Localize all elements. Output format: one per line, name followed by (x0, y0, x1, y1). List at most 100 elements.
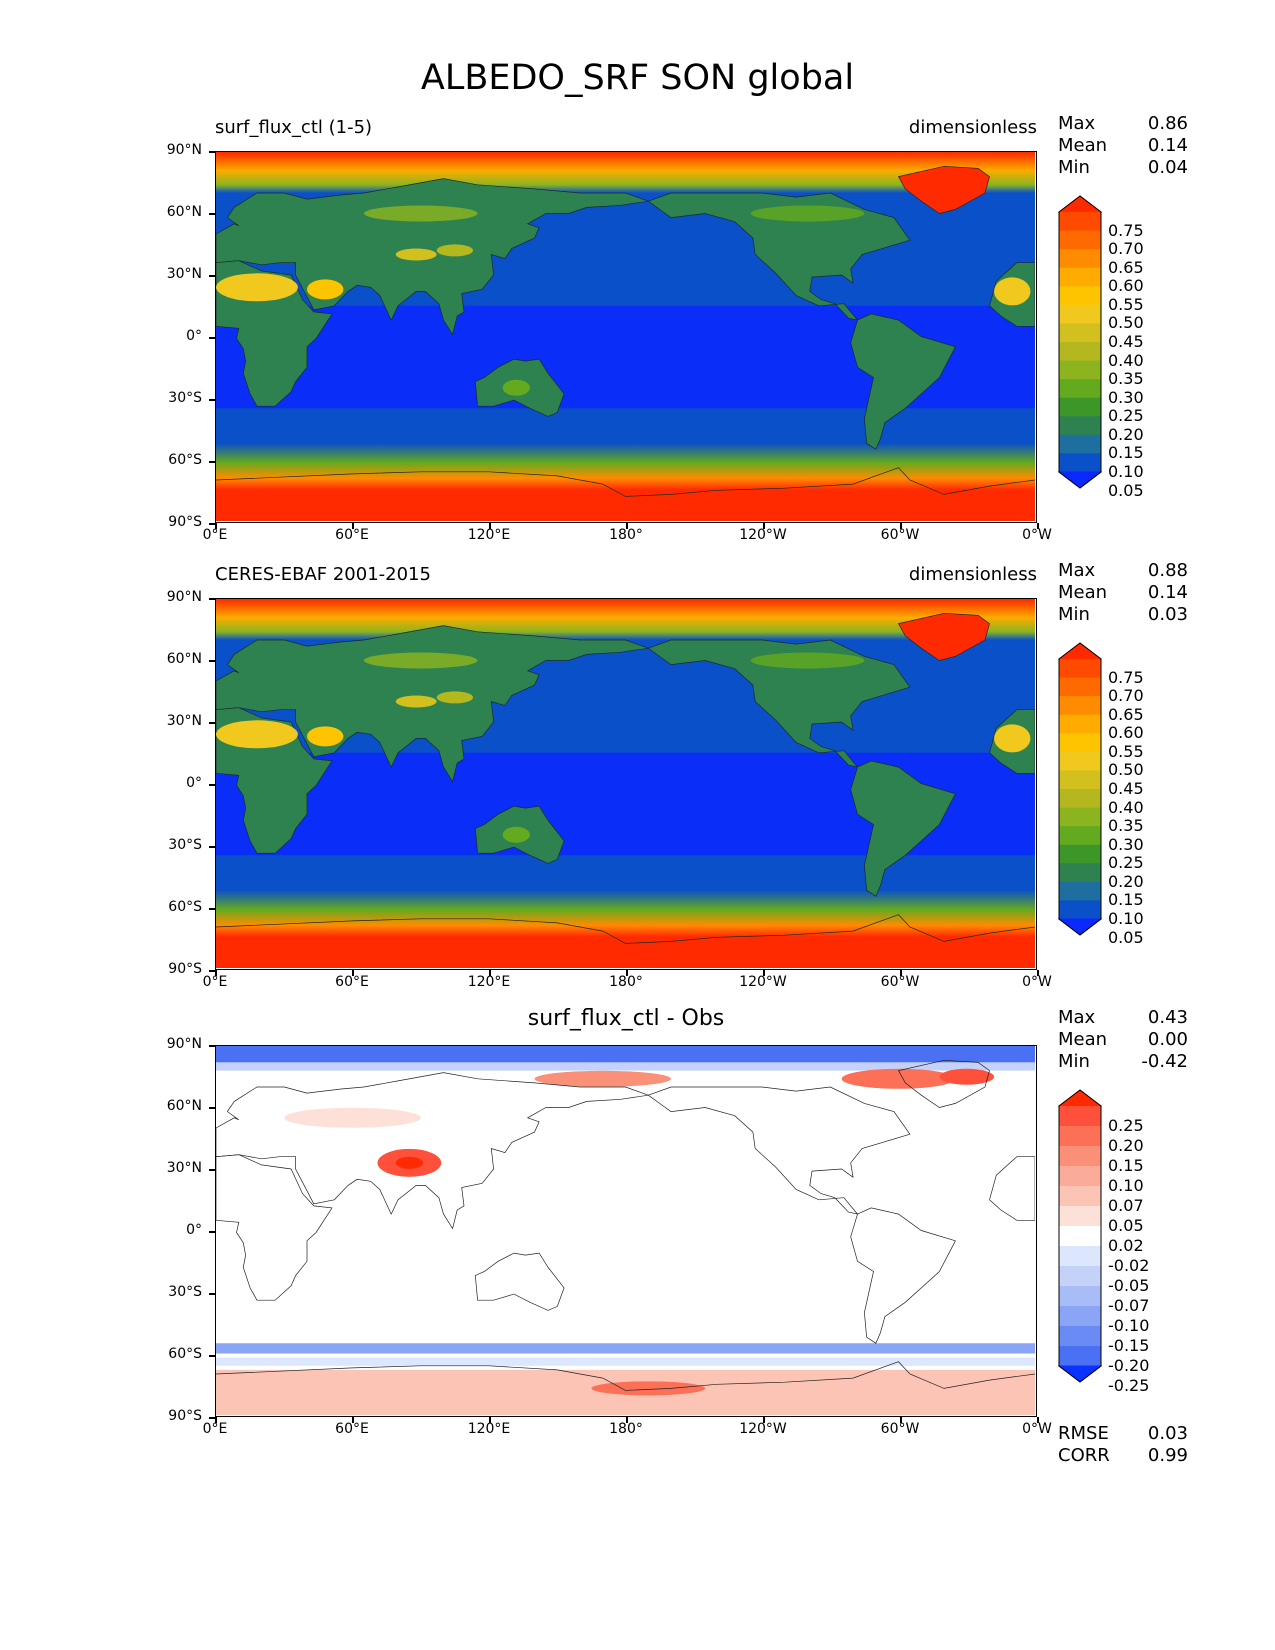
y-tick-mark (209, 337, 215, 339)
colorbar-label: 0.20 (1108, 1136, 1144, 1155)
stat-name: Mean (1058, 582, 1108, 603)
y-tick-mark (209, 213, 215, 215)
colorbar-segment (1059, 1226, 1101, 1247)
x-tick-mark (1037, 1417, 1039, 1423)
y-tick-label: 90°S (168, 1408, 202, 1424)
colorbar-segment (1059, 286, 1101, 306)
colorbar-segment (1059, 807, 1101, 827)
colorbar-label: 0.02 (1108, 1236, 1144, 1255)
y-tick-label: 0° (186, 775, 202, 791)
colorbar-segment (1059, 881, 1101, 901)
map-panel: surf_flux_ctl (1-5) dimensionless 90°N 60°N… (0, 0, 1275, 543)
stat-name: CORR (1058, 1445, 1110, 1466)
colorbar-segment (1058, 642, 1102, 660)
y-tick-mark (209, 399, 215, 401)
x-tick-label: 120°E (467, 1421, 511, 1437)
land-namerica (647, 639, 911, 768)
y-tick-label: 60°S (168, 452, 202, 468)
x-tick-label: 120°E (467, 527, 511, 543)
colorbar-segment (1059, 714, 1101, 734)
colorbar-label: 0.65 (1108, 704, 1144, 724)
colorbar-segment (1058, 471, 1102, 489)
colorbar-label: 0.07 (1108, 1196, 1144, 1215)
colorbar-label: 0.10 (1108, 1176, 1144, 1195)
colorbar-label: 0.20 (1108, 871, 1144, 891)
colorbar-segment (1059, 1286, 1101, 1307)
stats-block: Max 0.88 Mean 0.14 Min 0.03 (1058, 560, 1188, 626)
y-tick-label: 30°S (168, 837, 202, 853)
colorbar-segment (1059, 397, 1101, 417)
colorbar-segment (1059, 212, 1101, 232)
x-tick-mark (1037, 523, 1039, 529)
colorbar-segment (1059, 1146, 1101, 1167)
x-tick-mark (352, 523, 354, 529)
map-panel: CERES-EBAF 2001-2015 dimensionless 90°N 60°… (0, 0, 1275, 990)
x-tick-label: 0°E (202, 1421, 228, 1437)
colorbar-label: 0.30 (1108, 387, 1144, 407)
x-tick-mark (900, 1417, 902, 1423)
y-tick-label: 90°S (168, 514, 202, 530)
x-tick-label: 120°W (739, 527, 787, 543)
colorbar-label: 0.25 (1108, 1116, 1144, 1135)
map-frame (215, 151, 1037, 523)
colorbar-segment (1059, 416, 1101, 436)
x-tick-mark (1037, 970, 1039, 976)
colorbar-label: 0.55 (1108, 294, 1144, 314)
coastline-greenland (897, 1059, 990, 1108)
colorbar-label: 0.50 (1108, 760, 1144, 780)
stat-value: 0.14 (1147, 135, 1188, 156)
x-tick-mark (626, 1417, 628, 1423)
y-tick-mark (209, 1169, 215, 1171)
panel-center-title: surf_flux_ctl - Obs (527, 1006, 725, 1031)
y-tick-label: 30°N (166, 713, 202, 729)
colorbar-label: 0.45 (1108, 779, 1144, 798)
colorbar-label: 0.75 (1108, 667, 1144, 687)
colorbar-label: 0.65 (1108, 257, 1144, 277)
x-tick-label: 60°W (880, 974, 920, 990)
coastline-australia (474, 1252, 565, 1311)
map-frame (215, 598, 1037, 970)
colorbar-segment (1059, 304, 1101, 324)
x-tick-mark (626, 970, 628, 976)
colorbar-label: -0.05 (1108, 1276, 1150, 1295)
colorbar-segment (1059, 733, 1101, 753)
colorbar-label: 0.25 (1108, 853, 1144, 873)
colorbar-segment (1059, 900, 1101, 920)
colorbar-segment (1059, 659, 1101, 679)
colorbar-segment (1059, 770, 1101, 790)
map-panel: surf_flux_ctl - Obs 90°N 60°N 30°N 0° 30°S 60°… (0, 0, 1275, 1466)
main-title: ALBEDO_SRF SON global (420, 58, 855, 98)
colorbar (1058, 1089, 1102, 1383)
coastline-samerica (850, 1207, 956, 1344)
colorbar-segment (1059, 249, 1101, 269)
panel-units: dimensionless (908, 117, 1037, 138)
y-tick-mark (209, 275, 215, 277)
y-tick-label: 90°S (168, 961, 202, 977)
y-tick-label: 30°N (166, 266, 202, 282)
colorbar-segment (1059, 1266, 1101, 1287)
stat-name: RMSE (1058, 1423, 1109, 1444)
y-tick-label: 60°S (168, 899, 202, 915)
x-tick-mark (763, 1417, 765, 1423)
colorbar-label: 0.15 (1108, 890, 1144, 910)
colorbar-segment (1059, 1166, 1101, 1187)
stat-row: Max 0.86 (1058, 113, 1188, 135)
colorbar-segment (1059, 677, 1101, 697)
stat-name: Min (1058, 1051, 1090, 1072)
stat-row: CORR 0.99 (1058, 1445, 1188, 1467)
coastline-africa (216, 1154, 333, 1301)
x-tick-mark (626, 523, 628, 529)
stat-row: Max 0.43 (1058, 1007, 1188, 1029)
x-tick-label: 0°E (202, 527, 228, 543)
stat-value: 0.88 (1147, 560, 1188, 581)
colorbar-segment (1059, 360, 1101, 380)
colorbar-segment (1059, 453, 1101, 473)
y-tick-mark (209, 1293, 215, 1295)
y-tick-label: 0° (186, 1222, 202, 1238)
colorbar-label: 0.60 (1108, 723, 1144, 743)
y-tick-mark (209, 523, 215, 525)
x-tick-label: 0°W (1022, 1421, 1052, 1437)
panel-left-title: surf_flux_ctl (1-5) (215, 117, 373, 138)
stat-value: 0.03 (1147, 604, 1188, 625)
stat-value: 0.99 (1147, 1445, 1188, 1466)
